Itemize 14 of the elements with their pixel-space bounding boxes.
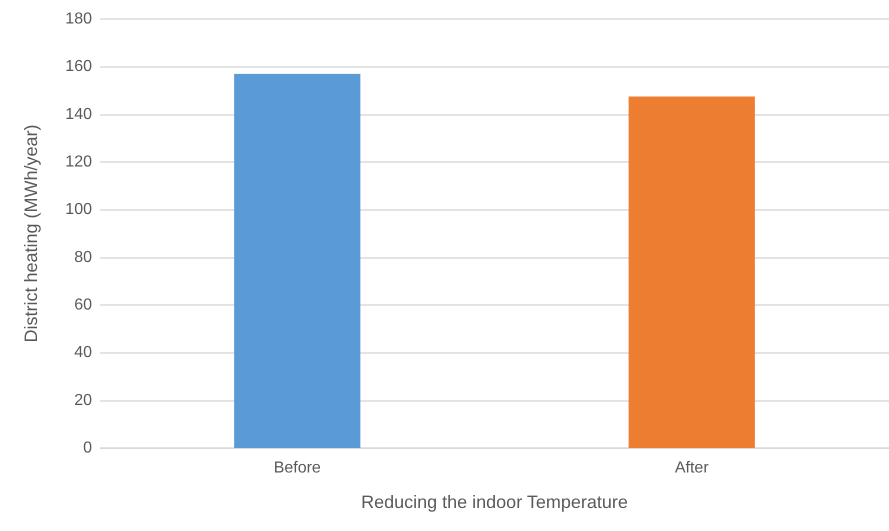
y-tick-label: 160 [65, 58, 92, 76]
y-axis-title: District heating (MWh/year) [21, 124, 41, 343]
y-tick-label: 100 [65, 201, 92, 218]
y-tick-label: 140 [65, 106, 92, 123]
y-tick-label: 40 [74, 344, 92, 362]
x-tick-label: Before [274, 460, 321, 476]
y-tick-label: 180 [65, 10, 92, 28]
y-tick-label: 60 [74, 296, 92, 314]
y-tick-label: 120 [65, 154, 92, 170]
x-axis-title: Reducing the indoor Temperature [361, 492, 628, 512]
y-tick-label: 80 [74, 248, 92, 266]
y-tick-label: 20 [74, 392, 92, 409]
x-tick-label: After [674, 460, 710, 476]
y-tick-label: 0 [83, 440, 92, 456]
